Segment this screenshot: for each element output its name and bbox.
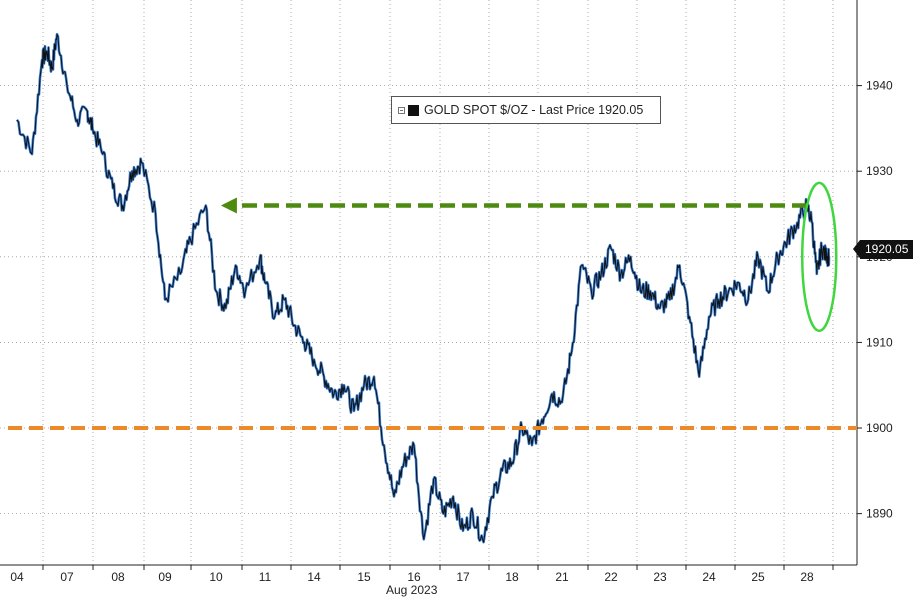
series-line: [16, 33, 830, 543]
last-price-badge: 1920.05: [852, 240, 914, 259]
x-tick-label: 28: [800, 570, 814, 584]
y-tick-label: 1940: [866, 79, 893, 93]
y-tick-label: 1900: [866, 421, 893, 435]
y-axis-ticks: 189019001910192019301940: [857, 79, 893, 521]
x-tick-label: 09: [158, 570, 172, 584]
legend-swatch: [408, 104, 419, 116]
x-tick-label: 23: [653, 570, 667, 584]
x-tick-label: 14: [307, 570, 321, 584]
x-axis-title: Aug 2023: [386, 583, 438, 597]
x-tick-label: 10: [209, 570, 223, 584]
x-tick-label: 21: [555, 570, 569, 584]
y-tick-label: 1910: [866, 335, 893, 349]
x-tick-label: 08: [111, 570, 125, 584]
x-tick-label: 04: [10, 570, 24, 584]
highlight-ellipse: [801, 181, 838, 333]
legend-text: GOLD SPOT $/OZ - Last Price 1920.05: [424, 103, 644, 117]
x-tick-label: 17: [456, 570, 470, 584]
x-tick-label: 16: [407, 570, 421, 584]
y-tick-label: 1890: [866, 507, 893, 521]
legend-toggle-icon[interactable]: [398, 106, 405, 114]
x-tick-label: 18: [505, 570, 519, 584]
price-series: [15, 32, 831, 544]
x-tick-label: 11: [259, 570, 272, 584]
x-tick-label: 07: [60, 570, 74, 584]
arrow-head-icon: [220, 197, 237, 214]
y-tick-label: 1930: [866, 164, 893, 178]
grid-lines: [0, 0, 857, 565]
x-tick-label: 24: [702, 570, 716, 584]
x-tick-label: 25: [751, 570, 765, 584]
x-tick-label: 15: [357, 570, 371, 584]
legend: GOLD SPOT $/OZ - Last Price 1920.05: [391, 96, 661, 124]
x-axis-ticks: 04 07 08 09 10 11 14 15 16 17 18 21 22 23 24 25 28: [10, 565, 834, 584]
annotations: [8, 181, 857, 431]
x-tick-label: 22: [604, 570, 618, 584]
